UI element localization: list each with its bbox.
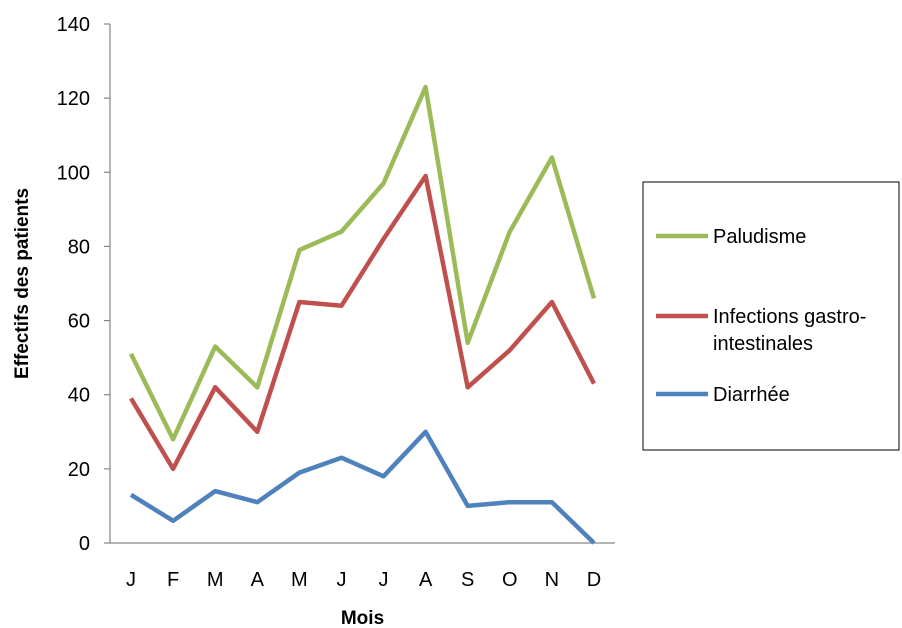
y-tick-label: 80 (68, 236, 90, 258)
x-tick-label: A (419, 569, 433, 591)
x-tick-label: J (379, 569, 389, 591)
legend-box (642, 181, 900, 451)
y-tick-label: 60 (68, 311, 90, 333)
y-tick-label: 140 (57, 14, 90, 36)
y-axis-title: Effectifs des patients (12, 188, 33, 379)
legend: Paludisme Infections gastro-intestinales D… (642, 181, 900, 451)
y-tick-label: 0 (79, 533, 90, 555)
x-axis-title: Mois (341, 608, 384, 628)
legend-label-2: Diarrhée (713, 384, 790, 406)
x-tick-label: N (545, 569, 559, 591)
series-layer (128, 84, 597, 545)
y-tick-label: 20 (68, 459, 90, 481)
axes (109, 24, 615, 544)
x-tick-label: M (291, 569, 308, 591)
x-tick-label: M (207, 569, 224, 591)
x-tick-label: S (461, 569, 474, 591)
x-tick-label: J (126, 569, 136, 591)
x-tick-label: J (336, 569, 346, 591)
x-tick-label: O (502, 569, 518, 591)
y-tick-label: 100 (57, 162, 90, 184)
series-line-1 (129, 173, 596, 472)
x-tick-label: A (251, 569, 265, 591)
legend-label-0: Paludisme (713, 226, 806, 248)
series-line-0 (128, 84, 597, 442)
legend-label-1: Infections gastro-intestinales (713, 306, 866, 355)
x-tick-label: D (587, 569, 601, 591)
y-axis-ticks: 0 20 40 60 80 100 120 140 (57, 14, 110, 555)
y-tick-label: 40 (68, 385, 90, 407)
series-line-2 (129, 429, 596, 545)
y-tick-label: 120 (57, 88, 90, 110)
x-tick-label: F (167, 569, 179, 591)
